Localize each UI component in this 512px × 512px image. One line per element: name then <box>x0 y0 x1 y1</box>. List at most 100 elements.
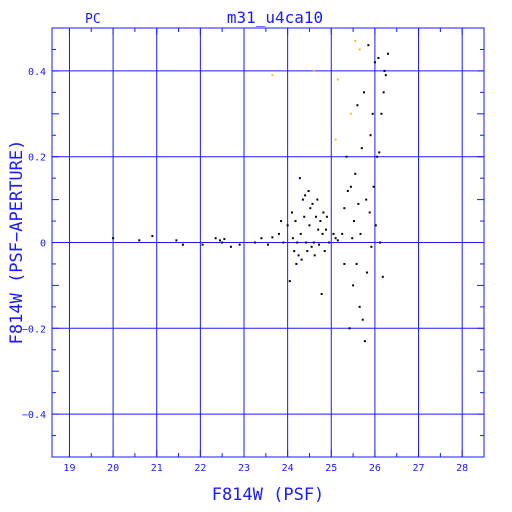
data-point <box>313 254 316 257</box>
data-point <box>355 262 358 265</box>
data-point <box>315 215 317 218</box>
x-tick-label: 21 <box>151 463 163 474</box>
data-point <box>349 185 352 188</box>
data-point <box>271 236 274 239</box>
data-point <box>387 52 389 55</box>
data-point <box>378 151 381 154</box>
data-point <box>316 198 319 201</box>
data-point <box>317 228 320 231</box>
data-point <box>382 91 385 94</box>
x-tick-label: 19 <box>63 463 75 474</box>
data-point <box>294 220 297 223</box>
data-point <box>374 224 377 227</box>
data-point <box>267 243 269 246</box>
data-point <box>334 237 337 240</box>
data-point <box>345 155 348 158</box>
data-point <box>201 243 204 246</box>
data-point <box>298 177 301 180</box>
data-point <box>332 232 335 235</box>
data-point <box>365 198 368 201</box>
data-point <box>282 241 285 244</box>
data-point <box>363 91 365 94</box>
data-point <box>352 220 355 223</box>
data-point <box>343 262 346 265</box>
data-point <box>325 215 328 218</box>
data-point <box>376 155 379 158</box>
data-point <box>363 340 366 343</box>
data-point <box>308 224 311 227</box>
data-point <box>358 48 361 51</box>
data-point <box>277 232 280 235</box>
data-point <box>300 258 303 261</box>
x-tick-label: 20 <box>107 463 119 474</box>
data-point <box>221 241 224 244</box>
data-point <box>301 198 304 201</box>
data-point <box>318 243 321 246</box>
data-point <box>223 238 226 241</box>
data-point <box>321 232 324 235</box>
data-point <box>271 74 274 77</box>
y-tick-label: −0.4 <box>22 410 46 421</box>
data-point <box>303 215 306 218</box>
data-point <box>368 211 371 214</box>
data-point <box>214 237 217 240</box>
data-point <box>357 202 360 205</box>
x-tick-label: 25 <box>325 463 337 474</box>
data-point <box>358 305 361 308</box>
data-point <box>238 243 241 246</box>
data-point <box>349 112 352 115</box>
data-point <box>151 235 154 238</box>
data-point <box>297 254 300 257</box>
data-point <box>354 172 357 175</box>
data-point <box>360 147 363 150</box>
data-point <box>312 69 315 72</box>
data-point <box>309 207 312 210</box>
x-tick-label: 28 <box>456 463 468 474</box>
data-point <box>112 237 115 240</box>
x-tick-label: 27 <box>413 463 425 474</box>
data-points <box>112 39 389 343</box>
data-point <box>291 211 293 214</box>
grid <box>52 28 484 457</box>
data-point <box>372 185 375 188</box>
data-point <box>377 57 380 60</box>
data-point <box>361 318 364 321</box>
data-point <box>280 220 283 223</box>
data-point <box>356 104 359 107</box>
x-axis-title: F814W (PSF) <box>212 485 325 505</box>
data-point <box>296 241 299 244</box>
data-point <box>343 207 346 210</box>
data-point <box>322 211 325 214</box>
data-point <box>306 250 309 253</box>
data-point <box>371 112 374 115</box>
data-point <box>352 284 355 287</box>
data-point <box>219 239 221 242</box>
data-point <box>307 190 310 193</box>
data-point <box>366 271 369 274</box>
data-point <box>293 250 296 253</box>
data-point <box>336 239 339 242</box>
data-point <box>325 228 328 231</box>
y-tick-label: 0 <box>40 239 46 250</box>
y-tick-label: 0.2 <box>28 153 46 164</box>
data-point <box>348 327 351 330</box>
x-tick-label: 22 <box>194 463 206 474</box>
data-point <box>138 239 141 242</box>
data-point <box>229 245 232 248</box>
data-point <box>354 39 357 42</box>
data-point <box>367 44 370 47</box>
data-point <box>369 134 372 137</box>
data-point <box>310 245 313 248</box>
y-tick-label: 0.4 <box>28 67 46 78</box>
data-point <box>379 241 382 244</box>
data-point <box>359 232 362 235</box>
data-point <box>341 232 344 235</box>
data-point <box>383 69 386 72</box>
data-point <box>286 224 289 227</box>
data-point <box>253 241 256 244</box>
data-point <box>181 243 184 246</box>
chart-corner-label: PC <box>85 12 101 27</box>
data-point <box>320 292 323 295</box>
data-point <box>311 202 314 205</box>
